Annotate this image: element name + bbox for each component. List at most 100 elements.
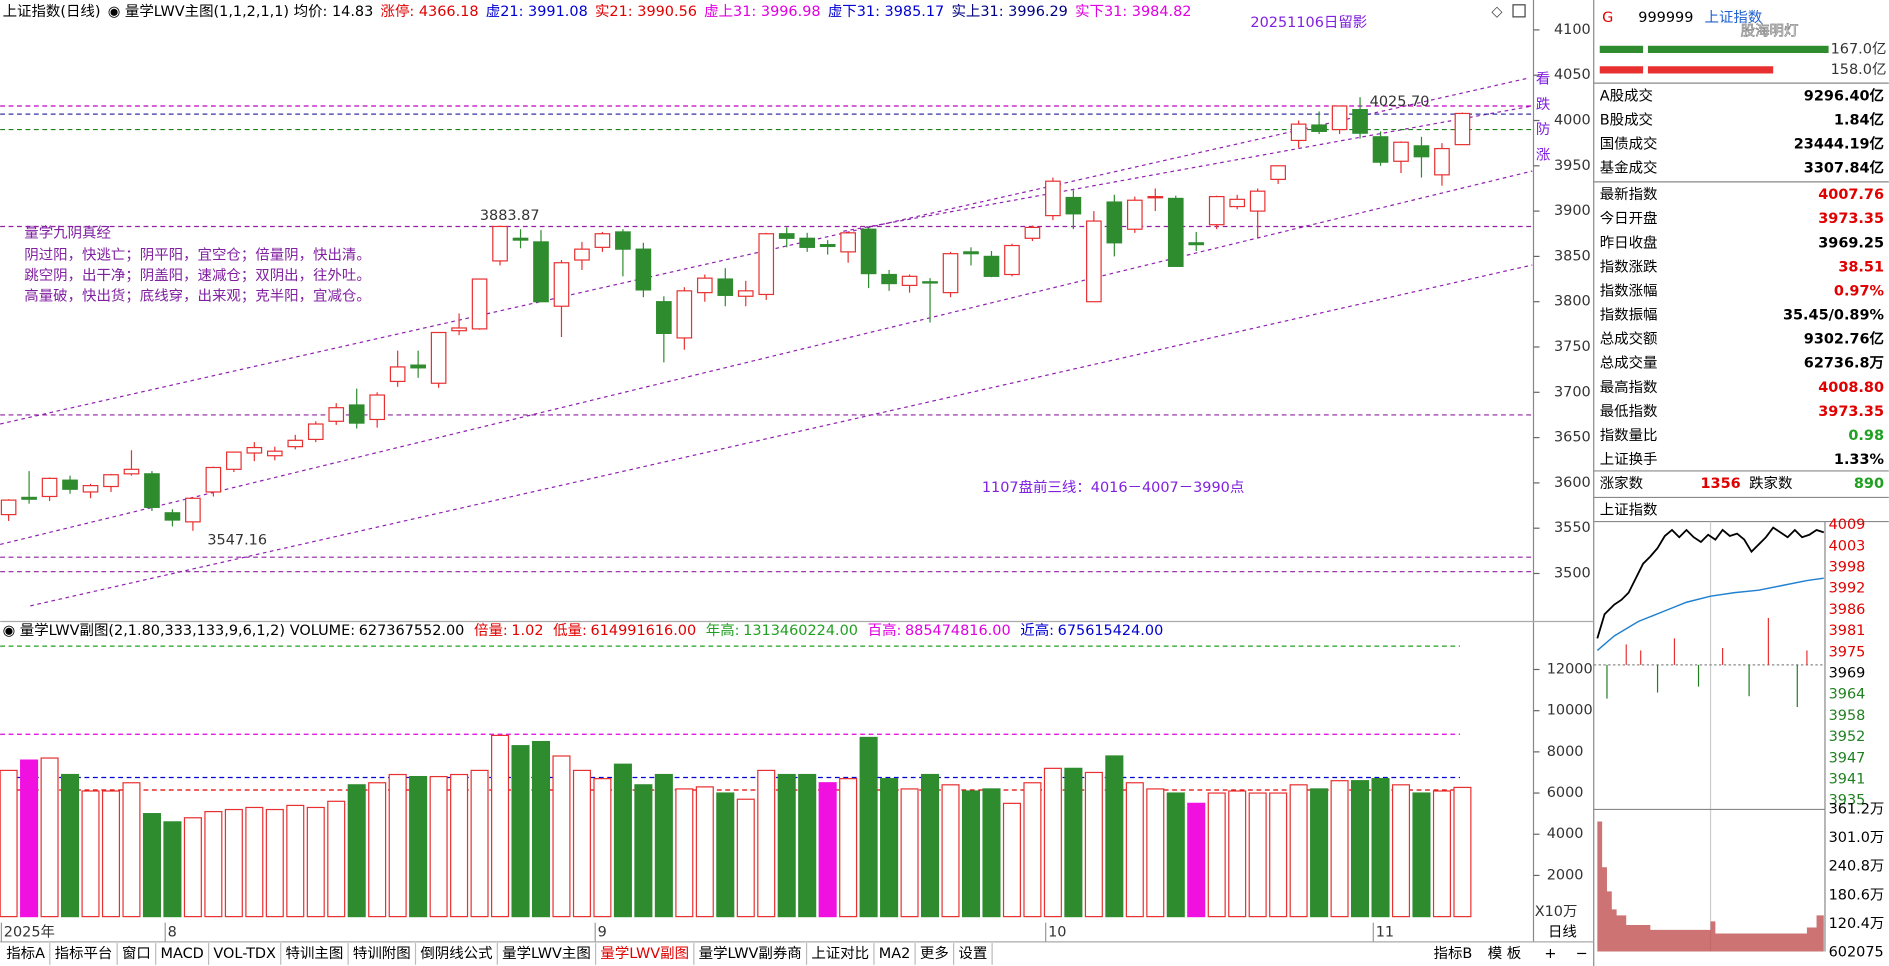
candle-body [451,327,467,332]
y-tick-label: 3850 [1554,248,1591,264]
x-tick-label: 10 [1048,924,1066,940]
mini-axis-label: 602075 [1829,945,1884,961]
candle-body [82,485,99,493]
icon-diamond[interactable]: ◇ [1491,4,1503,20]
mini-axis-label: 3941 [1829,772,1866,788]
candle-body [574,248,590,261]
volume-bar [286,804,305,918]
row-label: 最新指数 [1600,186,1658,203]
candle-body [471,278,488,330]
tab[interactable]: 量学LWV副图 [600,945,689,962]
candle-body [1372,136,1389,163]
ref-value: 614991616.00 [591,623,697,639]
tab[interactable]: MACD [161,946,204,962]
volume-bar [429,775,448,918]
tab[interactable]: 特训主图 [286,945,344,962]
candle-body [963,251,979,255]
volume-bar [1084,771,1103,918]
candle-body [1454,112,1471,146]
candle-body [410,364,426,369]
tab[interactable]: VOL-TDX [213,946,276,962]
candle-body [635,248,652,291]
zoom-button[interactable]: − [1576,946,1588,962]
volume-bar [716,792,735,918]
tab[interactable]: 指标B [1434,945,1473,962]
mini-axis-label: 3992 [1829,581,1866,597]
candle-body [1249,190,1266,212]
row-label: 指数涨幅 [1600,282,1658,299]
candle-body [1290,123,1307,142]
code: 999999 [1638,10,1693,26]
icon-box[interactable] [1512,4,1526,18]
volume-bar [1351,780,1370,918]
row-label: B股成交 [1600,110,1653,128]
candle-body [819,244,836,248]
breadth-value: 1356 [1700,476,1740,492]
volume-bar [572,769,591,918]
y-tick-label: 6000 [1547,785,1584,801]
tab[interactable]: 上证对比 [811,945,869,962]
tab[interactable]: MA2 [879,946,911,962]
tab[interactable]: 倒阴线公式 [420,945,492,962]
tab[interactable]: 指标A [6,945,45,962]
y-tick-label: 3700 [1554,384,1591,400]
row-value: 0.98 [1848,428,1884,444]
tab[interactable]: 更多 [920,945,949,962]
y-tick-label: 3800 [1554,294,1591,310]
candle-body [328,407,345,422]
volume-bar [1228,790,1247,918]
bar-label: 158.0亿 [1831,61,1887,78]
code-prefix: G [1602,10,1613,26]
vertical-label: 跌 [1536,96,1550,113]
mini-axis-label: 3935 [1829,793,1866,809]
row-value: 1.33% [1834,452,1884,468]
mini-axis-label: 361.2万 [1829,801,1885,817]
code-name: 上证指数 [1705,9,1763,26]
header-item: 实21: 3990.56 [595,3,697,20]
volume-bar [1166,792,1185,918]
volume-bar [1371,778,1390,918]
intraday-volume [1597,821,1824,952]
volume-bar [982,788,1001,918]
tab[interactable]: 设置 [958,945,987,962]
x-tick-label: 11 [1376,924,1394,940]
tab[interactable]: 量学LWV副券商 [699,945,802,962]
candle-body [942,253,959,294]
volume-bar [61,773,80,918]
mini-axis-label: 3958 [1829,708,1866,724]
candle-body [799,237,816,248]
tab[interactable]: 模 板 [1488,944,1521,962]
volume-bar [1248,792,1267,918]
candle-body [21,496,37,500]
volume-bar [818,782,837,918]
volume-bar [1289,784,1308,918]
y-tick-label: 3500 [1554,565,1591,581]
tab[interactable]: 窗口 [122,944,151,962]
volume-bar [593,778,612,918]
candle-body [1065,196,1082,215]
candle-body [389,366,406,383]
intraday-price [1596,526,1825,639]
tab[interactable]: 特训附图 [353,945,411,962]
zoom-button[interactable]: + [1544,946,1556,962]
candle-body [1352,109,1368,134]
volume-bar [1330,780,1349,918]
tab[interactable]: 指标平台 [55,945,113,962]
header-item: ◉ 量学LWV主图(1,1,2,1,1) 均价: 14.83 [108,3,374,20]
tab[interactable]: 量学LWV主图 [502,945,591,962]
row-value: 23444.19亿 [1794,135,1884,153]
breadth-label: 跌家数 [1749,475,1793,492]
intraday-average [1596,577,1824,651]
row-label: 今日开盘 [1600,209,1658,227]
y-tick-label: 3550 [1554,520,1591,536]
volume-bar [1064,767,1083,918]
mini-title: 上证指数 [1600,502,1658,519]
candle-body [1270,165,1286,180]
period-label[interactable]: 日线 [1548,923,1577,940]
ref-value: 1313460224.00 [743,623,858,639]
row-value: 62736.8万 [1804,355,1884,372]
volume-bar [0,769,18,918]
mini-axis-label: 3964 [1829,687,1866,703]
y-tick-label: 8000 [1547,744,1584,760]
volume-bar [224,808,243,918]
